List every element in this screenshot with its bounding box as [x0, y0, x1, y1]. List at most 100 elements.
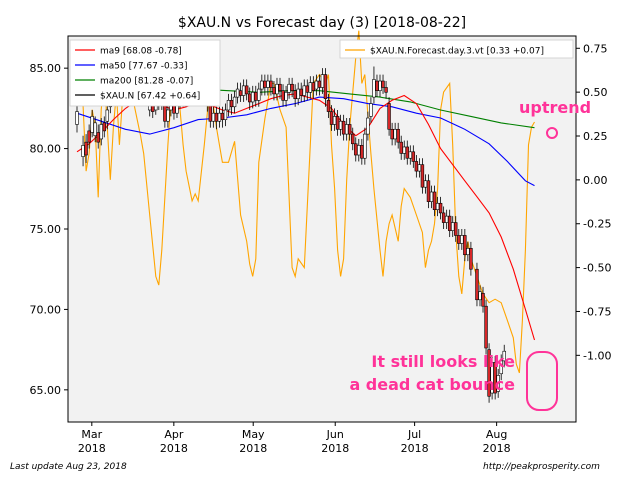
candle-body: [351, 133, 355, 145]
candle-body: [354, 143, 358, 156]
candle-body: [484, 305, 488, 349]
candle-body: [447, 215, 452, 231]
candle-body: [166, 109, 170, 122]
candle-body: [338, 120, 343, 130]
candle-body: [454, 222, 458, 236]
candle-body: [229, 100, 234, 108]
footer-source: http://peakprosperity.com: [483, 462, 600, 472]
legend-label: ma50 [77.67 -0.33]: [100, 62, 188, 72]
x-tick-label-month: Jul: [407, 428, 421, 441]
left-legend: ma9 [68.08 -0.78] ma50 [77.67 -0.33] ma200…: [69, 39, 221, 107]
candle-body: [414, 161, 419, 172]
candle-body: [341, 120, 346, 135]
legend-label: ma9 [68.08 -0.78]: [100, 47, 182, 57]
uptrend-annotation: uptrend: [519, 98, 591, 139]
dead-cat-highlight: [526, 351, 558, 411]
legend-label: ma200 [81.28 -0.07]: [100, 77, 193, 87]
right-tick-label: -0.75: [583, 305, 611, 318]
candle-body: [232, 96, 237, 108]
candle-body: [326, 100, 331, 112]
right-legend: $XAU.N.Forecast.day.3.vt [0.33 +0.07]: [339, 39, 574, 59]
candle-body: [102, 122, 106, 132]
candle-body: [208, 104, 213, 122]
annotation-line-2: a dead cat bounce: [349, 375, 515, 394]
candle-body: [244, 85, 249, 95]
right-tick-label: -0.25: [583, 218, 611, 231]
candle-body: [378, 80, 382, 91]
dead-cat-annotation: It still looks like a dead cat bounce: [349, 351, 558, 411]
candle-body: [284, 91, 288, 101]
candle-body: [241, 85, 246, 96]
candle-body: [323, 74, 328, 100]
candle-body: [332, 116, 337, 125]
x-tick-label-month: Mar: [81, 428, 102, 441]
right-tick-label: -0.50: [583, 262, 611, 275]
candle-body: [96, 132, 100, 143]
annotation-uptrend: uptrend: [519, 98, 591, 117]
candle-body: [311, 82, 316, 91]
candle-body: [347, 124, 352, 135]
candle-body: [335, 116, 340, 130]
footer-last-update: Last update Aug 23, 2018: [10, 462, 127, 472]
plot-frame: [67, 35, 577, 423]
candle-body: [260, 80, 264, 90]
candle-body: [463, 235, 467, 256]
candle-body: [287, 83, 291, 93]
candle-body: [344, 124, 349, 135]
candle-body: [87, 130, 91, 143]
candle-body: [451, 222, 455, 231]
candle-body: [275, 83, 279, 95]
candle-body: [220, 112, 225, 120]
candle-body: [357, 145, 361, 156]
candle-body: [366, 117, 370, 135]
x-tick-label-year: 2018: [483, 442, 511, 455]
legend-label: $XAU.N.Forecast.day.3.vt [0.33 +0.07]: [370, 47, 544, 57]
candle-body: [444, 215, 449, 223]
x-tick-label-month: Jun: [326, 428, 344, 441]
candle-body: [432, 191, 437, 210]
candle-body: [320, 74, 325, 88]
candle-body: [502, 350, 506, 362]
candle-body: [90, 116, 94, 133]
left-tick-label: 70.00: [30, 303, 62, 316]
x-tick-label-year: 2018: [160, 442, 188, 455]
candle-body: [457, 235, 461, 244]
candle-body: [478, 291, 482, 301]
candle-body: [293, 90, 297, 100]
legend-label: $XAU.N [67.42 +0.64]: [100, 92, 200, 102]
candle-body: [263, 80, 267, 88]
candle-body: [308, 82, 313, 93]
candle-body: [299, 88, 303, 96]
candle-body: [251, 91, 255, 103]
candle-body: [372, 79, 376, 98]
right-tick-label: 0.25: [583, 130, 608, 143]
candle-body: [426, 180, 431, 202]
candle-body: [499, 360, 503, 375]
candle-body: [99, 124, 103, 140]
candle-body: [411, 151, 416, 162]
right-tick-label: -1.00: [583, 349, 611, 362]
candle-body: [469, 248, 473, 270]
x-tick-label-year: 2018: [239, 442, 267, 455]
candle-body: [399, 141, 403, 154]
candle-body: [496, 375, 500, 392]
candle-body: [375, 80, 379, 91]
candle-body: [360, 145, 364, 159]
candle-body: [381, 80, 385, 88]
candle-body: [105, 109, 110, 122]
x-tick-label-year: 2018: [78, 442, 106, 455]
uptrend-marker: [546, 127, 558, 139]
candle-body: [248, 93, 252, 103]
left-tick-label: 80.00: [30, 143, 62, 156]
candle-body: [238, 90, 243, 96]
candle-body: [84, 141, 88, 156]
candle-body: [296, 88, 300, 100]
left-tick-label: 85.00: [30, 62, 62, 75]
x-tick-label-month: Apr: [164, 428, 184, 441]
candle-body: [317, 80, 322, 88]
candle-body: [481, 293, 485, 307]
candle-body: [384, 87, 388, 93]
candle-body: [281, 90, 285, 101]
right-tick-label: 0.50: [583, 86, 608, 99]
